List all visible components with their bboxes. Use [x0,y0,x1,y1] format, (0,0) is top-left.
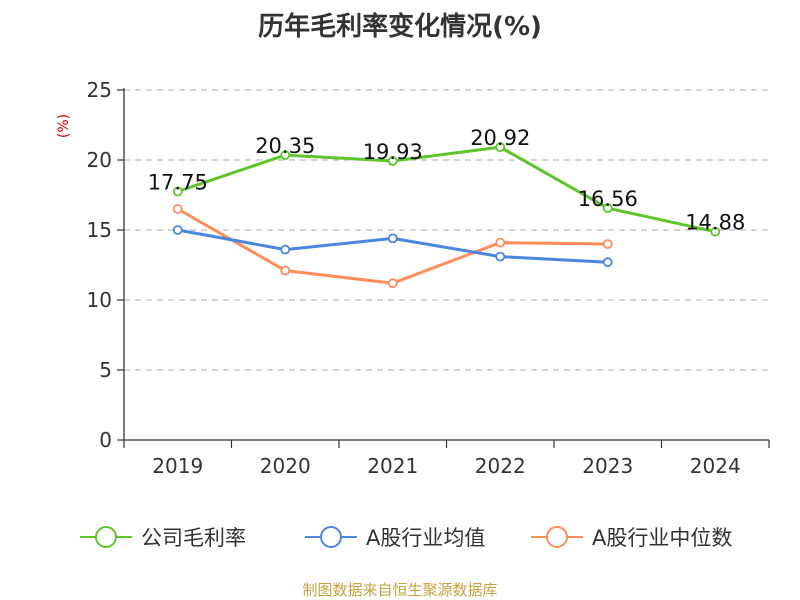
y-tick-label: 0 [99,428,112,452]
legend-marker [320,526,342,548]
y-tick-label: 20 [87,148,112,172]
data-point [280,244,291,255]
series [172,142,721,289]
data-point [602,239,613,249]
data-label: 16.56 [578,187,638,211]
source-note: 制图数据来自恒生聚源数据库 [302,581,498,599]
data-label: 14.88 [685,211,745,235]
data-point [172,204,183,214]
data-label: 20.92 [470,126,530,150]
data-point [495,237,506,248]
x-tick-label: 2022 [475,454,526,478]
legend-marker [546,526,568,548]
data-point [387,233,398,244]
legend-item[interactable]: A股行业均值 [305,526,485,550]
x-tick-label: 2023 [582,454,633,478]
legend-label: A股行业中位数 [592,526,732,550]
data-label: 19.93 [363,140,423,164]
data-point [495,142,506,153]
legend-label: 公司毛利率 [141,526,246,550]
data-point [387,156,398,166]
y-axis-label: (%) [56,114,72,138]
chart-title: 历年毛利率变化情况(%) [258,12,542,42]
y-tick-label: 15 [87,218,112,242]
series-line [177,207,608,285]
y-tick-label: 5 [99,358,112,382]
data-point [710,226,721,237]
data-point [387,278,398,289]
data-point [280,265,291,276]
legend-item[interactable]: A股行业中位数 [531,526,732,550]
y-tick-label: 25 [87,78,112,102]
data-point [280,150,291,161]
data-point [602,257,613,268]
data-point [172,186,183,197]
legend[interactable]: 公司毛利率 A股行业均值 A股行业中位数 [80,526,732,550]
x-tick-label: 2020 [260,454,311,478]
x-tick-label: 2021 [367,454,418,478]
x-tick-label: 2019 [152,454,203,478]
legend-marker [95,526,117,548]
grid-lines [124,89,769,371]
axes: (%) 0 5 10 15 20 25 2019 2020 2021 2022 2023 2024 [56,78,770,478]
series-line [177,145,716,234]
data-labels: 17.75 20.35 19.93 20.92 16.56 14.88 [148,126,746,235]
data-point [602,203,613,214]
data-label: 17.75 [148,171,208,195]
y-tick-label: 10 [87,288,112,312]
data-point [172,225,183,235]
x-tick-label: 2024 [690,454,741,478]
legend-item[interactable]: 公司毛利率 [80,526,246,550]
data-label: 20.35 [255,134,315,158]
legend-label: A股行业均值 [366,526,485,550]
data-point [495,251,506,262]
